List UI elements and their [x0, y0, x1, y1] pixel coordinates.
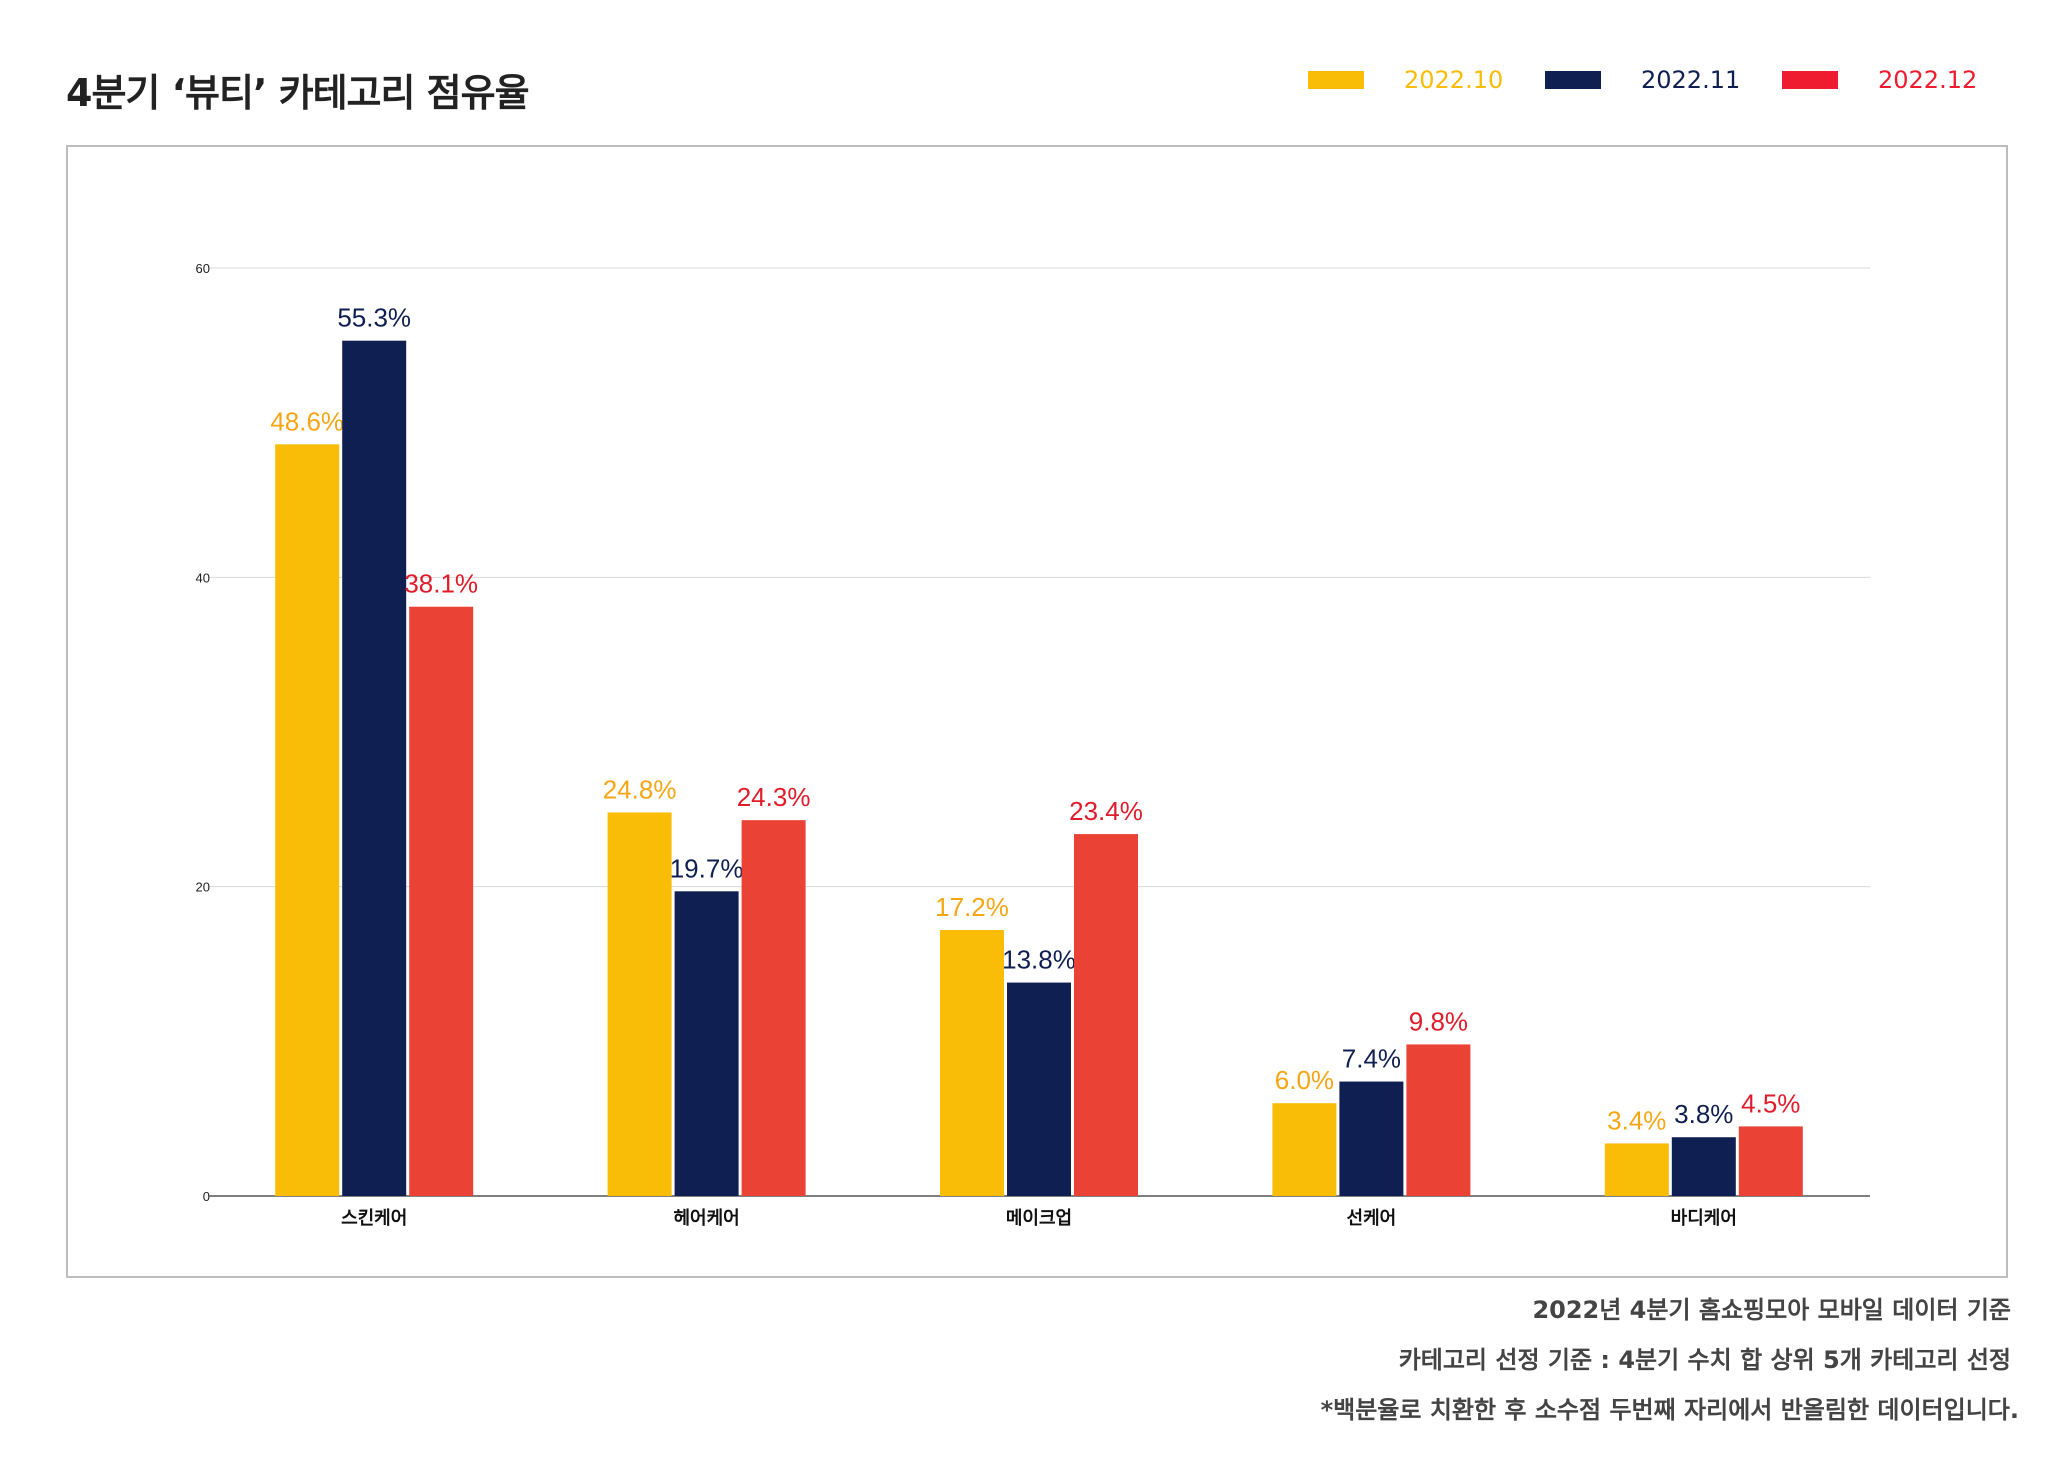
- bar: [607, 812, 672, 1196]
- data-label: 17.2%: [935, 892, 1009, 922]
- legend-item-2022-11: 2022.11: [1545, 66, 1740, 94]
- data-label: 3.4%: [1607, 1105, 1666, 1135]
- bar-chart: 0 20 40 60 48.6% 55.3% 38.1% 스킨케어 24.8% 19.7% 24.3…: [196, 261, 1870, 1229]
- data-label: 55.3%: [337, 303, 411, 333]
- chart-frame: [66, 145, 2008, 1278]
- bar: [1604, 1143, 1669, 1196]
- legend-label: 2022.12: [1878, 66, 1978, 94]
- bar: [1339, 1081, 1404, 1196]
- data-label: 3.8%: [1674, 1099, 1733, 1129]
- data-label: 19.7%: [670, 853, 744, 883]
- footnote-rounding-note: *백분율로 치환한 후 소수점 두번째 자리에서 반올림한 데이터입니다.: [1320, 1396, 2019, 1424]
- data-label: 23.4%: [1069, 796, 1143, 826]
- legend-swatch: [1545, 71, 1601, 89]
- y-tick-label: 40: [196, 570, 210, 585]
- data-label: 48.6%: [270, 406, 344, 436]
- legend-label: 2022.10: [1404, 66, 1504, 94]
- y-tick-label: 60: [196, 261, 210, 276]
- data-label: 24.8%: [603, 774, 677, 804]
- data-label: 4.5%: [1741, 1088, 1800, 1118]
- data-label: 13.8%: [1002, 945, 1076, 975]
- bar: [940, 929, 1004, 1196]
- bar: [741, 820, 806, 1196]
- data-label: 7.4%: [1342, 1044, 1401, 1074]
- data-label: 38.1%: [404, 569, 478, 599]
- data-label: 24.3%: [737, 782, 811, 812]
- bar: [275, 444, 340, 1196]
- bar: [1671, 1137, 1736, 1196]
- data-label: 9.8%: [1409, 1006, 1468, 1036]
- legend-item-2022-10: 2022.10: [1308, 66, 1503, 94]
- bar: [409, 606, 474, 1196]
- legend-label: 2022.11: [1641, 66, 1741, 94]
- bar: [1406, 1044, 1471, 1196]
- bar: [1007, 982, 1071, 1196]
- x-tick-label: 스킨케어: [341, 1208, 407, 1229]
- bar: [1738, 1126, 1803, 1196]
- footnote-selection-criteria: 카테고리 선정 기준 : 4분기 수치 합 상위 5개 카테고리 선정: [1398, 1346, 2011, 1374]
- legend-swatch: [1782, 71, 1838, 89]
- legend-item-2022-12: 2022.12: [1782, 66, 1977, 94]
- chart-title: 4분기 ‘뷰티’ 카테고리 점유율: [66, 71, 530, 115]
- bar: [342, 340, 407, 1196]
- x-tick-label: 바디케어: [1671, 1208, 1737, 1229]
- x-tick-label: 메이크업: [1006, 1208, 1072, 1229]
- data-label: 6.0%: [1275, 1065, 1334, 1095]
- legend-swatch: [1308, 71, 1364, 89]
- bar: [1074, 834, 1138, 1196]
- y-tick-label: 0: [203, 1189, 210, 1204]
- y-tick-label: 20: [196, 880, 210, 895]
- bar: [1272, 1103, 1337, 1196]
- x-tick-label: 선케어: [1347, 1208, 1397, 1229]
- footnote-data-source: 2022년 4분기 홈쇼핑모아 모바일 데이터 기준: [1532, 1296, 2011, 1324]
- x-tick-label: 헤어케어: [673, 1208, 739, 1229]
- bar: [674, 891, 739, 1196]
